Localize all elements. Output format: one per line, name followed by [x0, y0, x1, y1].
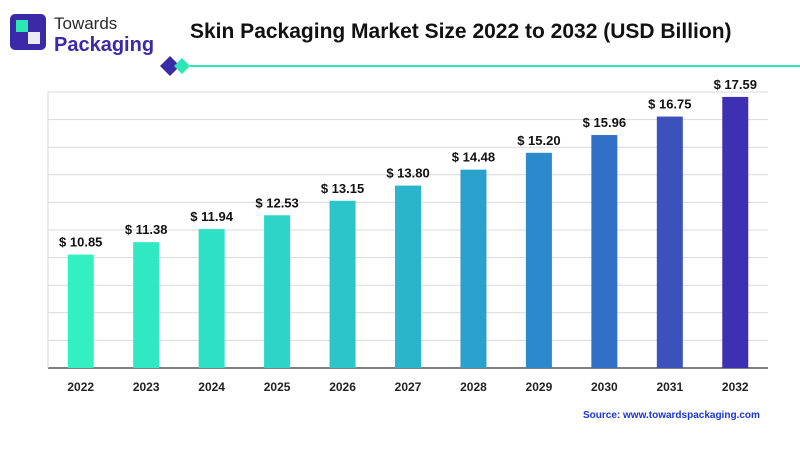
x-tick-2029: 2029 [526, 380, 553, 394]
brand-logo: Towards Packaging [8, 10, 168, 58]
bar-2026 [329, 200, 356, 368]
x-tick-2022: 2022 [67, 380, 94, 394]
value-label-2029: $ 15.20 [517, 133, 560, 148]
value-label-2032: $ 17.59 [714, 77, 757, 92]
bar-2028 [460, 169, 487, 368]
x-tick-2027: 2027 [395, 380, 422, 394]
bar-2027 [395, 185, 421, 368]
x-tick-2028: 2028 [460, 380, 487, 394]
brand-name-line1: Towards [54, 14, 118, 33]
bar-2030 [591, 135, 618, 368]
bar-2022 [67, 254, 94, 368]
value-label-2024: $ 11.94 [190, 209, 233, 224]
value-label-2025: $ 12.53 [255, 195, 298, 210]
chart-bars [67, 96, 749, 368]
value-label-2030: $ 15.96 [583, 115, 626, 130]
chart-value-labels: $ 10.85 $ 11.38 $ 11.94 $ 12.53 $ 13.15 $ 13.… [59, 77, 757, 250]
bar-2025 [264, 215, 291, 368]
towards-packaging-logo-icon [10, 14, 46, 50]
x-tick-2031: 2031 [656, 380, 683, 394]
divider-diamond-dark-icon [160, 56, 180, 76]
value-label-2028: $ 14.48 [452, 150, 495, 165]
title-divider [160, 56, 800, 76]
x-tick-2024: 2024 [198, 380, 225, 394]
bar-2029 [525, 152, 552, 368]
brand-name-line2: Packaging [54, 34, 155, 56]
x-tick-2025: 2025 [264, 380, 291, 394]
value-label-2027: $ 13.80 [386, 166, 429, 181]
value-label-2023: $ 11.38 [125, 222, 168, 237]
chart-x-tick-labels: 2022 2023 2024 2025 2026 2027 2028 2029 2030 2031… [67, 380, 749, 394]
source-note: Source: www.towardspackaging.com [583, 410, 760, 421]
x-tick-2030: 2030 [591, 380, 618, 394]
x-tick-2026: 2026 [329, 380, 356, 394]
bar-2024 [198, 229, 225, 368]
value-label-2031: $ 16.75 [648, 97, 691, 112]
x-tick-2023: 2023 [133, 380, 160, 394]
chart-title: Skin Packaging Market Size 2022 to 2032 … [190, 20, 732, 43]
value-label-2022: $ 10.85 [59, 235, 102, 250]
x-tick-2032: 2032 [722, 380, 749, 394]
bar-2032 [722, 96, 749, 368]
bar-2031 [656, 116, 683, 368]
bar-2023 [133, 242, 160, 368]
divider-diamond-mint-icon [174, 58, 190, 74]
value-label-2026: $ 13.15 [321, 181, 364, 196]
